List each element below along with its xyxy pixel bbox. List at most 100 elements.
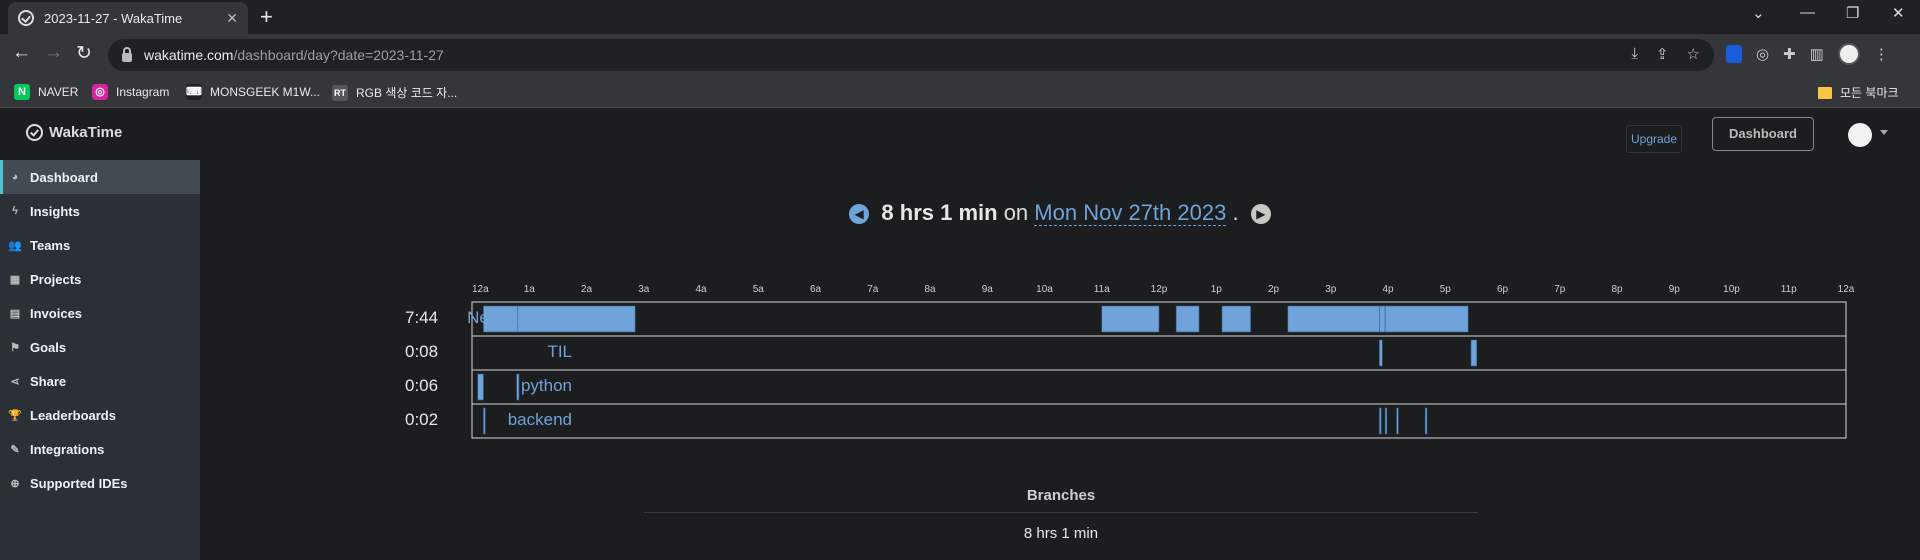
window-close-icon[interactable]: ✕ [1892, 5, 1905, 22]
user-avatar[interactable] [1848, 123, 1872, 147]
hour-tick-label: 12a [1838, 284, 1855, 295]
bookmark-naver[interactable]: N NAVER [14, 84, 78, 100]
restore-icon[interactable]: ❐ [1846, 5, 1860, 22]
main-content: ◀ 8 hrs 1 min on Mon Nov 27th 2023 . ▶ 1… [200, 160, 1920, 560]
sidebar-item-label: Supported IDEs [30, 475, 128, 491]
hour-tick-label: 9p [1669, 284, 1681, 295]
hour-tick-label: 3p [1325, 284, 1337, 295]
sidebar-item-leaderboards[interactable]: 🏆 Leaderboards [0, 398, 200, 432]
activity-block[interactable] [483, 407, 486, 435]
wakatime-favicon-icon [18, 10, 34, 26]
back-icon[interactable]: ← [12, 42, 31, 63]
rgb-tool-icon: RT [332, 84, 348, 101]
activity-block[interactable] [1379, 407, 1382, 435]
new-tab-button[interactable]: + [260, 4, 273, 29]
lock-icon [122, 46, 132, 62]
hour-tick-label: 12a [472, 284, 489, 295]
activity-block[interactable] [1384, 305, 1469, 333]
user-menu-caret-icon[interactable] [1880, 130, 1888, 135]
minimize-icon[interactable]: — [1800, 4, 1815, 21]
total-time: 8 hrs 1 min [881, 200, 998, 225]
sidebar-item-dashboard[interactable]: ◕ Dashboard [0, 160, 200, 194]
sidebar-item-projects[interactable]: ▦ Projects [0, 262, 200, 296]
sidebar-item-label: Teams [30, 237, 71, 253]
sidebar-item-share[interactable]: ⋖ Share [0, 364, 200, 398]
timeline-row-frame [471, 403, 1847, 439]
bookmark-label: MONSGEEK M1W... [210, 85, 321, 99]
date-picker-link[interactable]: Mon Nov 27th 2023 [1034, 200, 1227, 226]
tab-title: 2023-11-27 - WakaTime [44, 10, 183, 26]
bookmark-instagram[interactable]: ◎ Instagram [92, 84, 169, 100]
naver-icon: N [14, 84, 30, 100]
sidebar: ◕ Dashboard ϟ Insights 👥 Teams ▦ Projects ▤ Invoi… [0, 160, 200, 560]
tab-search-icon[interactable]: ⌄ [1752, 5, 1765, 22]
browser-tab[interactable]: 2023-11-27 - WakaTime ✕ [8, 2, 248, 34]
bookmark-star-icon[interactable]: ☆ [1686, 46, 1700, 63]
browser-menu-icon[interactable]: ⋮ [1873, 46, 1889, 63]
bookmark-rgb[interactable]: RT RGB 색상 코드 자... [332, 84, 457, 101]
activity-block[interactable] [1287, 305, 1380, 333]
activity-block[interactable] [483, 305, 519, 333]
previous-day-icon[interactable]: ◀ [849, 204, 870, 224]
forward-icon[interactable]: → [44, 42, 63, 63]
extension-glasses-icon[interactable]: ◎ [1756, 46, 1770, 63]
url-host: wakatime.com [144, 47, 234, 63]
sidebar-item-integrations[interactable]: ✎ Integrations [0, 432, 200, 466]
activity-block[interactable] [1175, 305, 1200, 333]
site-header: WakaTime Upgrade Dashboard [0, 108, 1920, 160]
activity-block[interactable] [1379, 339, 1383, 367]
timeline-row-frame [471, 369, 1847, 405]
upgrade-link[interactable]: Upgrade [1626, 125, 1683, 153]
project-link[interactable]: TIL [547, 342, 572, 361]
activity-block[interactable] [1101, 305, 1160, 333]
bitwarden-extension-icon[interactable] [1726, 45, 1742, 63]
sidebar-item-goals[interactable]: ⚑ Goals [0, 330, 200, 364]
hour-tick-label: 1a [524, 284, 536, 295]
dashboard-button[interactable]: Dashboard [1712, 117, 1814, 151]
sidebar-item-label: Leaderboards [30, 407, 116, 423]
hour-tick-label: 12p [1151, 284, 1168, 295]
wakatime-logo[interactable]: WakaTime [26, 124, 122, 141]
extensions-puzzle-icon[interactable]: ✚ [1783, 46, 1796, 63]
sidebar-item-supported-ides[interactable]: ⊕ Supported IDEs [0, 466, 200, 500]
teams-icon: 👥 [8, 239, 22, 252]
profile-avatar[interactable] [1837, 43, 1860, 65]
activity-block[interactable] [1379, 305, 1386, 333]
activity-block[interactable] [1384, 407, 1388, 435]
activity-block[interactable] [477, 373, 484, 401]
branches-divider [644, 512, 1478, 513]
activity-block[interactable] [1470, 339, 1478, 367]
sidebar-item-label: Integrations [30, 441, 105, 457]
sidebar-item-insights[interactable]: ϟ Insights [0, 194, 200, 228]
sidebar-item-label: Share [30, 373, 67, 389]
project-link[interactable]: Nest-backend [467, 308, 572, 327]
address-bar[interactable]: wakatime.com /dashboard/day?date=2023-11… [108, 39, 1714, 71]
share-icon[interactable]: ⇪ [1655, 46, 1669, 63]
all-bookmarks[interactable]: 모든 북마크 [1818, 84, 1899, 101]
browser-toolbar: ← → ↻ wakatime.com /dashboard/day?date=2… [0, 34, 1920, 76]
activity-block[interactable] [1424, 407, 1428, 435]
activity-block[interactable] [517, 305, 636, 333]
activity-block[interactable] [1221, 305, 1251, 333]
project-link[interactable]: backend [507, 410, 572, 429]
bookmark-monsgeek[interactable]: ⌨ MONSGEEK M1W... [186, 84, 320, 100]
activity-block[interactable] [1396, 407, 1399, 435]
sidebar-item-teams[interactable]: 👥 Teams [0, 228, 200, 262]
dashboard-icon: ◕ [11, 171, 19, 183]
side-panel-icon[interactable]: ▥ [1809, 46, 1824, 63]
next-day-icon[interactable]: ▶ [1250, 204, 1271, 224]
on-word: on [1003, 200, 1029, 225]
bookmark-label: RGB 색상 코드 자... [356, 86, 458, 100]
install-app-icon[interactable]: ⤓ [1631, 45, 1638, 62]
reload-icon[interactable]: ↻ [76, 43, 92, 64]
hour-tick-label: 2p [1268, 284, 1280, 295]
tab-close-icon[interactable]: ✕ [226, 9, 238, 26]
sidebar-item-label: Goals [30, 339, 67, 355]
sidebar-item-label: Projects [30, 271, 82, 287]
hour-tick-label: 7p [1554, 284, 1566, 295]
share-icon: ⋖ [10, 375, 20, 388]
sidebar-item-invoices[interactable]: ▤ Invoices [0, 296, 200, 330]
project-link[interactable]: python [520, 376, 572, 395]
sidebar-item-label: Dashboard [30, 169, 98, 185]
activity-block[interactable] [516, 373, 520, 401]
